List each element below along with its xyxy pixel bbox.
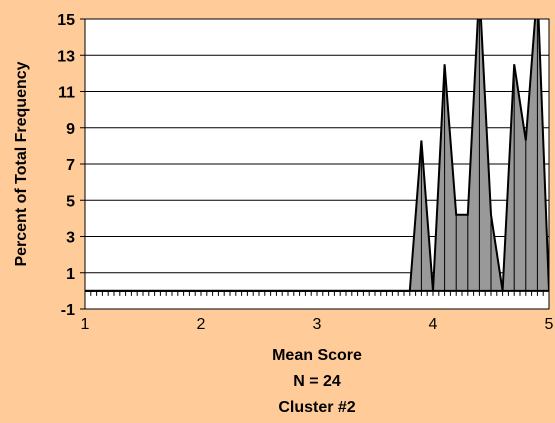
x-tick-label: 1 xyxy=(81,316,90,333)
area-line xyxy=(85,19,549,292)
plot-border xyxy=(84,18,550,310)
x-axis-ticks: 1 2 3 4 5 xyxy=(81,290,554,333)
y-axis-title: Percent of Total Frequency xyxy=(13,61,30,266)
x-tick-label: 4 xyxy=(429,316,438,333)
y-tick-label: 15 xyxy=(57,12,75,29)
y-tick-label: 11 xyxy=(58,85,75,102)
x-axis-title: Mean Score xyxy=(272,347,362,364)
x-tick-label: 5 xyxy=(545,316,554,333)
y-tick-label: 7 xyxy=(66,157,75,174)
y-tick-label: 1 xyxy=(66,266,75,283)
cluster-label: Cluster #2 xyxy=(278,399,355,416)
series-group xyxy=(85,19,549,292)
y-tick-label: -1 xyxy=(61,302,75,319)
y-tick-label: 13 xyxy=(57,48,75,65)
y-tick-label: 9 xyxy=(66,121,75,138)
gridlines xyxy=(85,54,549,274)
x-tick-label: 2 xyxy=(197,316,206,333)
x-tick-label: 3 xyxy=(313,316,322,333)
y-tick-label: 3 xyxy=(66,230,75,247)
y-tick-label: 5 xyxy=(66,193,75,210)
sample-size-label: N = 24 xyxy=(293,373,341,390)
